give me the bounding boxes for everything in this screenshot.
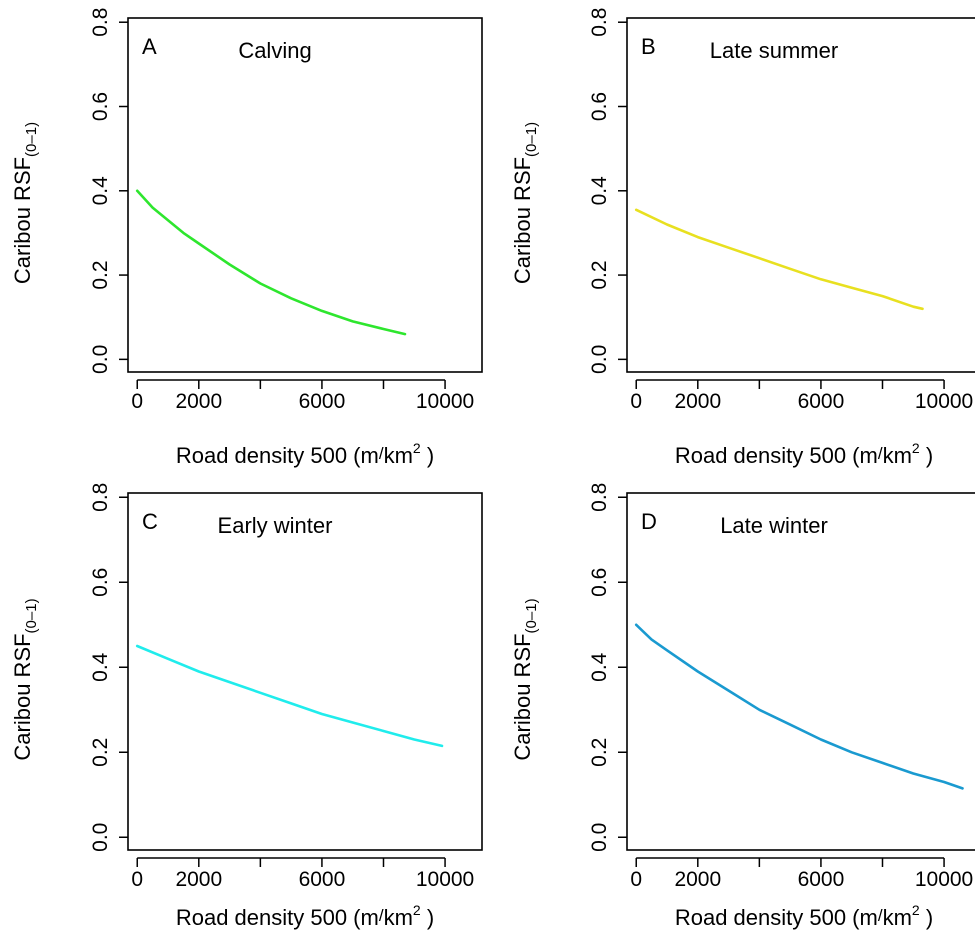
x-axis-label-main: Road density 500 (m (675, 443, 878, 468)
x-axis-label: Road density 500 (m/km2 ) (675, 440, 933, 468)
plot-frame (127, 17, 483, 373)
x-tick-label: 0 (630, 868, 642, 891)
x-tick-label: 0 (131, 868, 143, 891)
y-axis-label: Caribou RSF(0–1) (10, 598, 40, 760)
panel-title: Late summer (710, 38, 838, 63)
x-tick-label: 6000 (299, 390, 346, 413)
x-tick-label: 2000 (674, 868, 721, 891)
panel-title: Late winter (720, 513, 828, 538)
series-line (135, 644, 444, 748)
y-axis-label-subscript: (0–1) (523, 122, 540, 157)
y-tick-label: 0.2 (588, 260, 611, 289)
y-tick-label: 0.0 (588, 823, 611, 852)
x-axis-label-exponent: 2 (912, 902, 920, 918)
panel-d: 0.0 0.2 0.4 0.6 0.8 0 2000 6000 10000 D Late winte… (510, 483, 975, 930)
x-axis-label: Road density 500 (m/km2 ) (176, 902, 434, 930)
plot-frame (626, 492, 975, 851)
panel-letter: B (641, 34, 656, 59)
panel-c: 0.0 0.2 0.4 0.6 0.8 0 2000 6000 10000 C Early wint… (10, 483, 483, 930)
y-tick-label: 0.4 (89, 176, 112, 206)
x-axis-label-unit: km (883, 443, 912, 468)
x-axis-label-unit: km (883, 905, 912, 930)
panel-letter: D (641, 509, 657, 534)
y-tick-label: 0.6 (89, 568, 112, 597)
x-axis-label-slash: / (379, 906, 384, 925)
panel-a: 0.0 0.2 0.4 0.6 0.8 0 2000 6000 10000 A Calving Car… (10, 8, 483, 468)
y-axis-label-main: Caribou RSF (510, 633, 535, 760)
x-axis-label-exponent: 2 (912, 440, 920, 456)
x-tick-label: 6000 (299, 868, 346, 891)
x-tick-label: 10000 (915, 868, 973, 891)
x-axis-label-slash: / (878, 444, 883, 463)
x-tick-label: 2000 (175, 390, 222, 413)
y-axis-label-subscript: (0–1) (523, 598, 540, 633)
x-axis-label-unit: km (384, 905, 413, 930)
y-tick-label: 0.8 (89, 483, 112, 512)
x-tick-label: 2000 (674, 390, 721, 413)
x-axis-label-close: ) (920, 905, 933, 930)
x-tick-label: 10000 (915, 390, 973, 413)
plot-frame (127, 492, 483, 851)
y-axis-label: Caribou RSF(0–1) (10, 122, 40, 284)
x-tick-label: 10000 (416, 390, 474, 413)
y-axis-label-main: Caribou RSF (10, 157, 35, 284)
x-axis-label-unit: km (384, 443, 413, 468)
x-axis-label-slash: / (379, 444, 384, 463)
x-axis-label-main: Road density 500 (m (675, 905, 878, 930)
y-tick-label: 0.2 (89, 260, 112, 289)
panel-title: Early winter (218, 513, 333, 538)
series-line (135, 189, 407, 336)
x-axis-label-main: Road density 500 (m (176, 443, 379, 468)
panel-b: 0.0 0.2 0.4 0.6 0.8 0 2000 6000 10000 B Late summe… (510, 8, 975, 468)
y-tick-label: 0.4 (588, 176, 611, 206)
y-axis-label-subscript: (0–1) (23, 598, 40, 633)
series-line (634, 623, 964, 790)
y-tick-label: 0.0 (89, 345, 112, 374)
y-axis-label-main: Caribou RSF (510, 157, 535, 284)
x-axis-label-main: Road density 500 (m (176, 905, 379, 930)
y-tick-label: 0.0 (588, 345, 611, 374)
x-tick-label: 0 (630, 390, 642, 413)
y-axis-label: Caribou RSF(0–1) (510, 122, 540, 284)
x-axis-label-close: ) (920, 443, 933, 468)
y-tick-label: 0.8 (588, 8, 611, 37)
x-axis-label-exponent: 2 (413, 902, 421, 918)
y-tick-label: 0.4 (89, 652, 112, 682)
x-axis-label-close: ) (421, 443, 434, 468)
x-tick-label: 6000 (798, 868, 845, 891)
y-tick-label: 0.6 (89, 92, 112, 121)
x-axis-label-exponent: 2 (413, 440, 421, 456)
x-axis-label-slash: / (878, 906, 883, 925)
y-tick-label: 0.8 (89, 8, 112, 37)
y-tick-label: 0.6 (588, 568, 611, 597)
panel-title: Calving (238, 38, 311, 63)
panel-letter: C (142, 509, 158, 534)
plot-frame (626, 17, 975, 373)
series-line (634, 208, 924, 311)
x-tick-label: 10000 (416, 868, 474, 891)
x-tick-label: 0 (131, 390, 143, 413)
x-axis-label: Road density 500 (m/km2 ) (176, 440, 434, 468)
panel-letter: A (142, 34, 157, 59)
y-axis-label-main: Caribou RSF (10, 633, 35, 760)
y-axis-label-subscript: (0–1) (23, 122, 40, 157)
y-tick-label: 0.4 (588, 652, 611, 682)
y-tick-label: 0.8 (588, 483, 611, 512)
y-axis-label: Caribou RSF(0–1) (510, 598, 540, 760)
y-tick-label: 0.6 (588, 92, 611, 121)
y-tick-label: 0.2 (588, 738, 611, 767)
x-axis-label-close: ) (421, 905, 434, 930)
y-tick-label: 0.0 (89, 823, 112, 852)
x-axis-label: Road density 500 (m/km2 ) (675, 902, 933, 930)
x-tick-label: 2000 (175, 868, 222, 891)
y-tick-label: 0.2 (89, 738, 112, 767)
x-tick-label: 6000 (798, 390, 845, 413)
